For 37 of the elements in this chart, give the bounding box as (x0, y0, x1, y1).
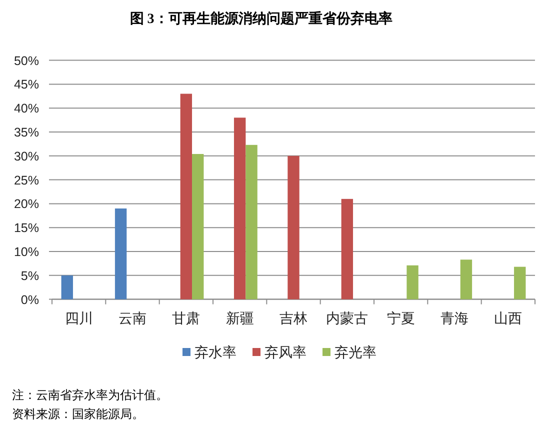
y-tick-label: 15% (14, 221, 39, 236)
y-tick-label: 0% (20, 292, 39, 307)
y-tick-label: 35% (14, 126, 39, 140)
bar (180, 94, 192, 300)
bar (460, 260, 472, 300)
y-tick-label: 45% (14, 78, 39, 92)
bar (234, 118, 246, 300)
chart-title: 图 3：可再生能源消纳问题严重省份弃电率 (130, 10, 392, 27)
text: 注：云南省弃水率为估计值。 (12, 388, 168, 402)
text: 资料来源：国家能源局。 (12, 407, 144, 421)
bar (192, 154, 204, 300)
y-tick-label: 25% (14, 173, 39, 188)
y-tick-label: 30% (14, 149, 39, 164)
bar (114, 208, 127, 300)
bar (406, 265, 418, 300)
bar (341, 198, 354, 300)
x-tick-label: 四川 (64, 311, 93, 327)
x-tick-label: 甘肃 (172, 311, 200, 327)
y-tick-label: 5% (20, 268, 39, 283)
x-tick-label: 内蒙古 (326, 311, 368, 327)
legend-label: 弃光率 (334, 345, 376, 361)
x-tick-label: 青海 (440, 311, 468, 327)
x-tick-label: 云南 (118, 311, 146, 327)
x-tick-label: 宁夏 (386, 311, 415, 327)
legend-label: 弃水率 (194, 345, 236, 361)
bar (514, 266, 526, 300)
y-tick-label: 40% (14, 102, 39, 116)
bar (288, 156, 300, 300)
x-tick-label: 吉林 (280, 311, 308, 327)
bar (246, 144, 258, 300)
y-tick-label: 50% (14, 54, 39, 68)
bar (61, 275, 73, 300)
y-tick-label: 20% (14, 197, 39, 212)
x-tick-label: 新疆 (226, 311, 254, 327)
y-tick-label: 10% (14, 245, 39, 259)
legend-label: 弃风率 (264, 345, 306, 361)
x-tick-label: 山西 (494, 311, 522, 327)
